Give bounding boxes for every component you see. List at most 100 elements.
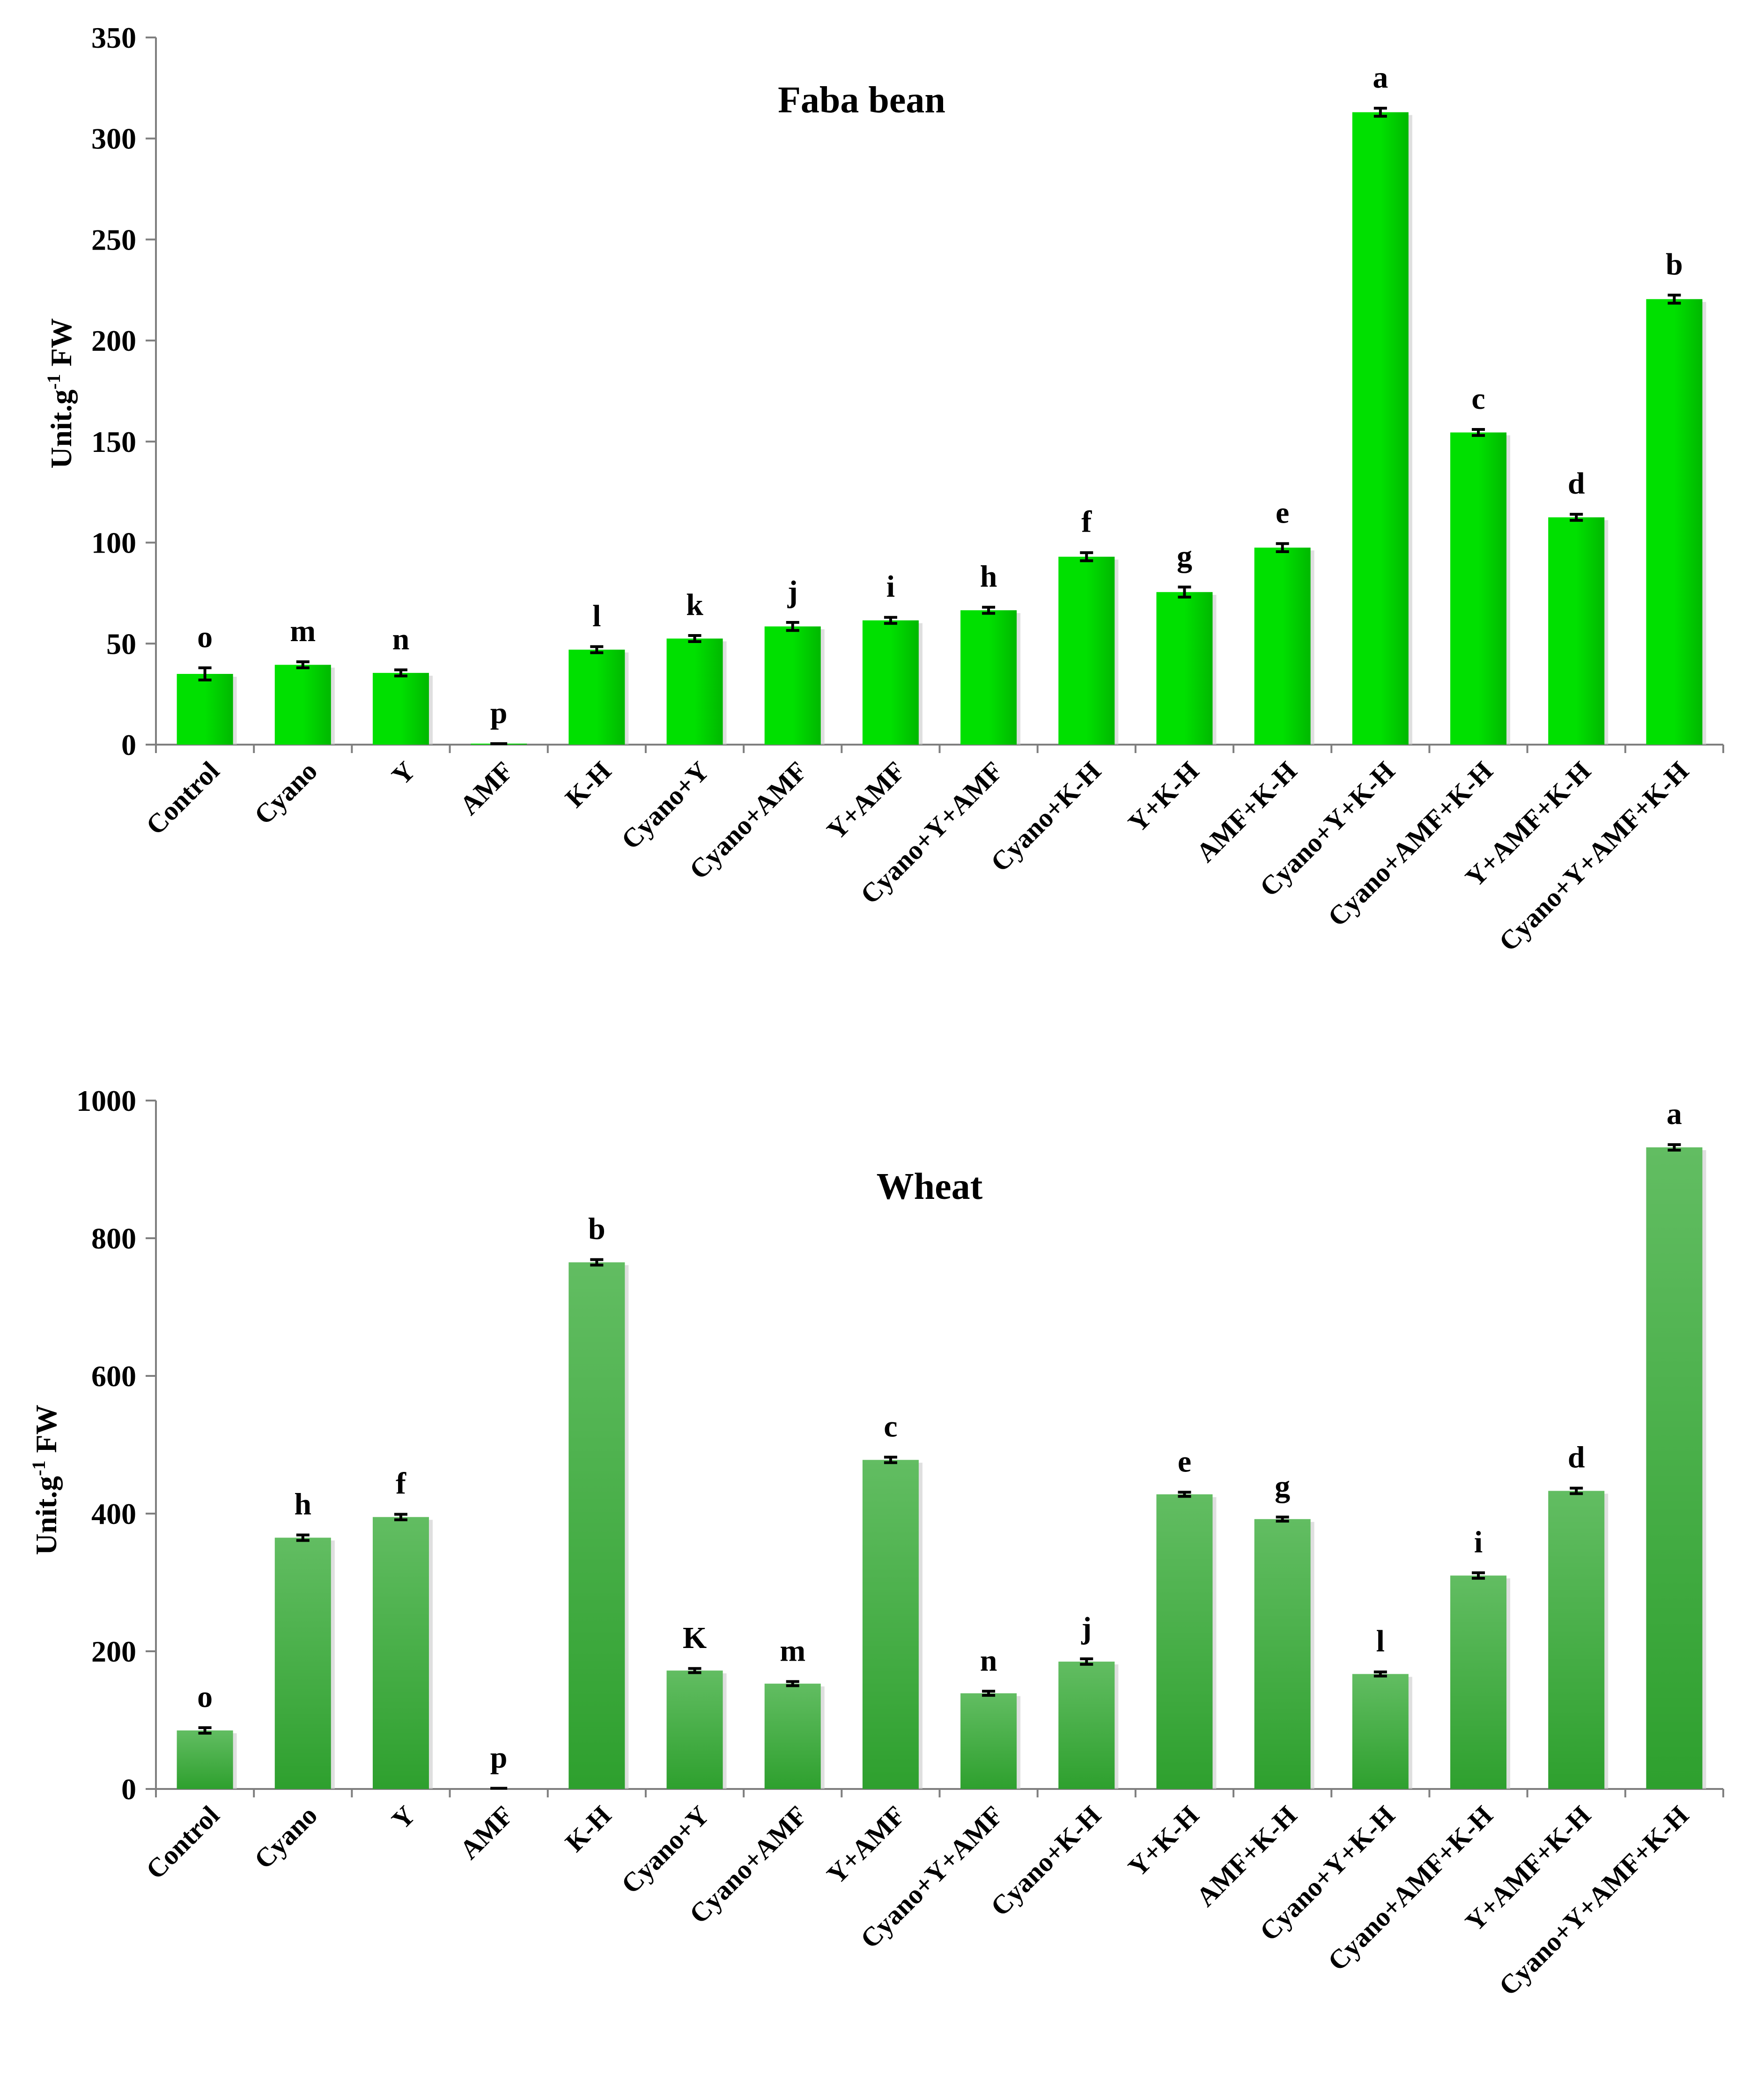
significance-letter: h xyxy=(294,1487,311,1522)
significance-letter: e xyxy=(1178,1444,1191,1478)
bar xyxy=(666,638,723,745)
bar xyxy=(1156,592,1213,745)
bar xyxy=(960,610,1017,745)
x-tick-label: AMF xyxy=(454,1800,519,1865)
significance-letter: e xyxy=(1276,496,1289,530)
bar xyxy=(960,1693,1017,1789)
bar xyxy=(1450,432,1507,745)
significance-letter: l xyxy=(1376,1624,1385,1658)
significance-letter: i xyxy=(886,569,895,604)
y-tick-label: 250 xyxy=(91,223,136,256)
faba-bean-plot: 0 50 100 150 200 250 300 350 o Control m Cyano n Yp AM… xyxy=(91,21,1724,957)
bar xyxy=(1646,299,1703,745)
y-tick-label: 600 xyxy=(91,1360,136,1393)
bar xyxy=(274,1537,331,1789)
chart-title: Faba bean xyxy=(778,80,945,121)
significance-letter: b xyxy=(1666,247,1683,281)
y-tick-label: 0 xyxy=(121,1773,136,1806)
y-tick-label: 400 xyxy=(91,1497,136,1530)
significance-letter: d xyxy=(1568,1441,1585,1475)
significance-letter: c xyxy=(884,1409,897,1443)
bar xyxy=(862,620,919,745)
bar xyxy=(1254,1519,1311,1789)
y-tick-label: 350 xyxy=(91,21,136,54)
bar xyxy=(764,626,821,745)
bar xyxy=(1548,1491,1605,1789)
y-tick-label: 50 xyxy=(106,627,136,660)
y-tick-label: 100 xyxy=(91,526,136,560)
bar xyxy=(274,665,331,745)
significance-letter: o xyxy=(197,1680,213,1714)
significance-letter: m xyxy=(780,1634,805,1668)
significance-letter: p xyxy=(490,1741,508,1775)
x-tick-label: Control xyxy=(140,1800,225,1885)
x-tick-label: AMF xyxy=(454,755,519,820)
bar xyxy=(1646,1147,1703,1789)
bar xyxy=(568,650,625,745)
significance-letter: j xyxy=(1081,1611,1092,1645)
y-tick-label: 1000 xyxy=(76,1084,136,1117)
bar xyxy=(764,1684,821,1789)
y-axis-label: Unit.g-1 FW xyxy=(28,1404,63,1555)
bar xyxy=(177,1730,233,1789)
y-tick-label: 200 xyxy=(91,324,136,357)
y-tick-label: 0 xyxy=(121,728,136,761)
significance-letter: f xyxy=(396,1466,406,1500)
y-axis-label-superscript: -1 xyxy=(43,374,64,389)
x-tick-label: Cyano+Y xyxy=(615,755,715,855)
x-tick-label: K-H xyxy=(559,755,617,813)
significance-letter: f xyxy=(1081,505,1092,539)
x-tick-label: K-H xyxy=(559,1800,617,1857)
y-tick-label: 800 xyxy=(91,1222,136,1255)
x-tick-label: Cyano+Y+AMF+K-H xyxy=(1493,755,1694,957)
significance-letter: K xyxy=(683,1621,707,1655)
y-axis-label-superscript: -1 xyxy=(28,1460,49,1476)
x-tick-label: Cyano+Y+AMF+K-H xyxy=(1493,1800,1694,2001)
bar xyxy=(1058,556,1115,745)
bar xyxy=(1254,547,1311,745)
significance-letter: i xyxy=(1474,1525,1483,1559)
significance-letter: h xyxy=(980,560,997,594)
bar xyxy=(1058,1662,1115,1789)
significance-letter: j xyxy=(787,575,798,609)
significance-letter: b xyxy=(588,1212,605,1246)
bar xyxy=(372,672,429,745)
y-axis-label: Unit.g-1 FW xyxy=(43,318,78,468)
y-tick-label: 200 xyxy=(91,1635,136,1668)
y-tick-label: 150 xyxy=(91,425,136,458)
significance-letter: l xyxy=(592,599,601,633)
significance-letter: k xyxy=(686,588,703,622)
x-tick-label: Control xyxy=(140,755,225,841)
x-tick-label: Cyano xyxy=(248,755,323,830)
bar xyxy=(862,1460,919,1789)
x-tick-label: Cyano+AMF+K-H xyxy=(1322,1800,1498,1976)
significance-letter: m xyxy=(290,614,316,648)
bar xyxy=(177,674,233,745)
chart-title: Wheat xyxy=(877,1166,983,1207)
x-tick-label: Y+AMF xyxy=(821,1800,911,1890)
bar xyxy=(568,1262,625,1789)
x-tick-label: Y+AMF xyxy=(821,755,911,845)
significance-letter: p xyxy=(490,696,508,730)
bar xyxy=(666,1670,723,1789)
significance-letter: a xyxy=(1373,60,1388,95)
x-tick-label: Y+K-H xyxy=(1122,755,1204,838)
x-tick-label: Y xyxy=(386,1800,421,1835)
x-tick-label: Cyano+Y xyxy=(615,1800,715,1899)
x-tick-label: Y xyxy=(386,755,421,791)
bar xyxy=(1156,1494,1213,1789)
faba-bean-chart: Faba bean Unit.g-1 FW 0 50 100 150 200 250 300… xyxy=(43,21,1724,957)
significance-letter: c xyxy=(1471,382,1485,416)
significance-letter: n xyxy=(392,622,410,656)
significance-letter: g xyxy=(1275,1469,1290,1503)
x-tick-label: Y+K-H xyxy=(1122,1800,1204,1882)
wheat-chart: Wheat Unit.g-1 FW 0 200 400 600 800 1000 o Cont… xyxy=(28,1084,1724,2002)
wheat-plot: 0 200 400 600 800 1000 o Control h Cyano f Yp AMF b K-… xyxy=(76,1084,1724,2002)
x-tick-label: Cyano xyxy=(248,1800,323,1875)
bar xyxy=(1548,517,1605,745)
bar xyxy=(1352,1674,1409,1789)
bar xyxy=(1352,112,1409,745)
x-tick-label: Cyano+AMF+K-H xyxy=(1322,755,1498,932)
significance-letter: n xyxy=(980,1643,997,1678)
